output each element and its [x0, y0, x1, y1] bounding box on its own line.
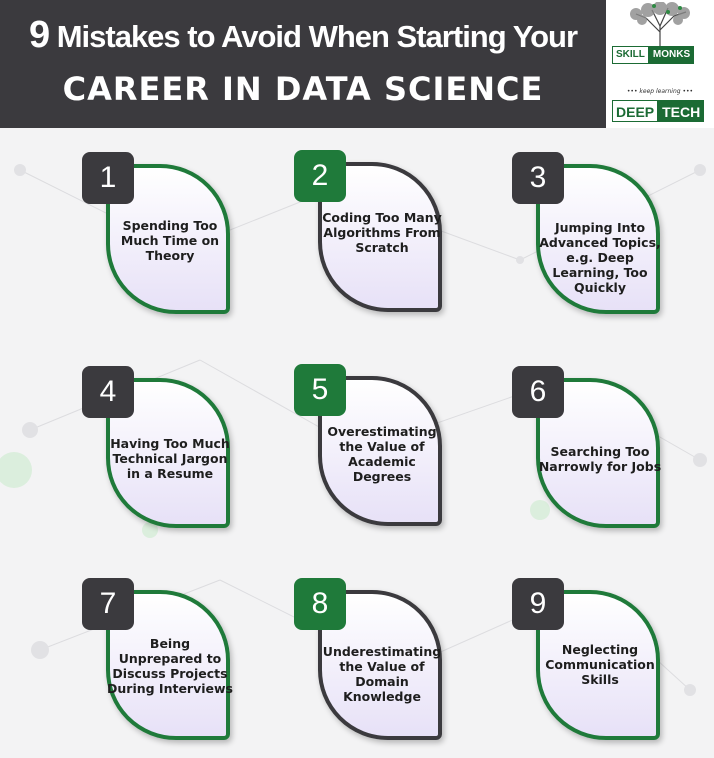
mistake-text: Spending Too Much Time on Theory — [120, 218, 220, 263]
number-badge: 3 — [512, 152, 564, 204]
brand-tagline: ••• keep learning ••• — [626, 88, 694, 95]
mistake-text: Jumping Into Advanced Topics, e.g. Deep … — [539, 220, 661, 295]
number-badge: 8 — [294, 578, 346, 630]
mistake-card-2: 2 Coding Too Many Algorithms From Scratc… — [294, 150, 444, 312]
number-badge: 4 — [82, 366, 134, 418]
mistake-text: Underestimating the Value of Domain Know… — [322, 644, 442, 704]
number-badge: 6 — [512, 366, 564, 418]
leaf-shape — [536, 378, 660, 528]
mistake-text: Being Unprepared to Discuss Projects Dur… — [107, 636, 233, 696]
mistake-card-1: 1 Spending Too Much Time on Theory — [82, 152, 232, 314]
title-line-2: CAREER IN DATA SCIENCE — [62, 70, 544, 108]
mistake-text: Overestimating the Value of Academic Deg… — [327, 424, 437, 484]
brand-logo: SKILL MONKS ••• keep learning ••• DEEP T… — [606, 0, 714, 128]
number-badge: 9 — [512, 578, 564, 630]
brand-part-1: SKILL — [612, 46, 649, 64]
title-line-1: 9 Mistakes to Avoid When Starting Your — [0, 14, 606, 57]
mistake-text: Searching Too Narrowly for Jobs — [538, 444, 662, 474]
mistake-text: Neglecting Communication Skills — [545, 642, 655, 687]
mistake-text: Coding Too Many Algorithms From Scratch — [322, 210, 442, 255]
brand-part-2: MONKS — [648, 46, 695, 64]
number-badge: 1 — [82, 152, 134, 204]
title-banner: 9 Mistakes to Avoid When Starting Your C… — [0, 0, 606, 128]
brand-wordmark: SKILL MONKS — [612, 46, 708, 64]
number-badge: 7 — [82, 578, 134, 630]
mistake-card-8: 8 Underestimating the Value of Domain Kn… — [294, 578, 444, 740]
mistake-card-3: 3 Jumping Into Advanced Topics, e.g. Dee… — [512, 152, 662, 314]
leaf-shape — [318, 376, 442, 526]
deep-tech-label: DEEP TECH — [612, 100, 708, 122]
title-number: 9 — [28, 14, 50, 56]
tree-icon — [630, 2, 690, 48]
mistake-card-9: 9 Neglecting Communication Skills — [512, 578, 662, 740]
deep-word: DEEP — [612, 100, 659, 122]
mistake-text: Having Too Much Technical Jargon in a Re… — [110, 436, 230, 481]
number-badge: 5 — [294, 364, 346, 416]
tech-word: TECH — [658, 100, 705, 122]
title-line-1-text: Mistakes to Avoid When Starting Your — [56, 19, 578, 54]
mistake-card-4: 4 Having Too Much Technical Jargon in a … — [82, 366, 232, 528]
number-badge: 2 — [294, 150, 346, 202]
mistake-card-6: 6 Searching Too Narrowly for Jobs — [512, 366, 662, 528]
mistake-card-7: 7 Being Unprepared to Discuss Projects D… — [82, 578, 233, 740]
mistake-card-5: 5 Overestimating the Value of Academic D… — [294, 364, 444, 526]
